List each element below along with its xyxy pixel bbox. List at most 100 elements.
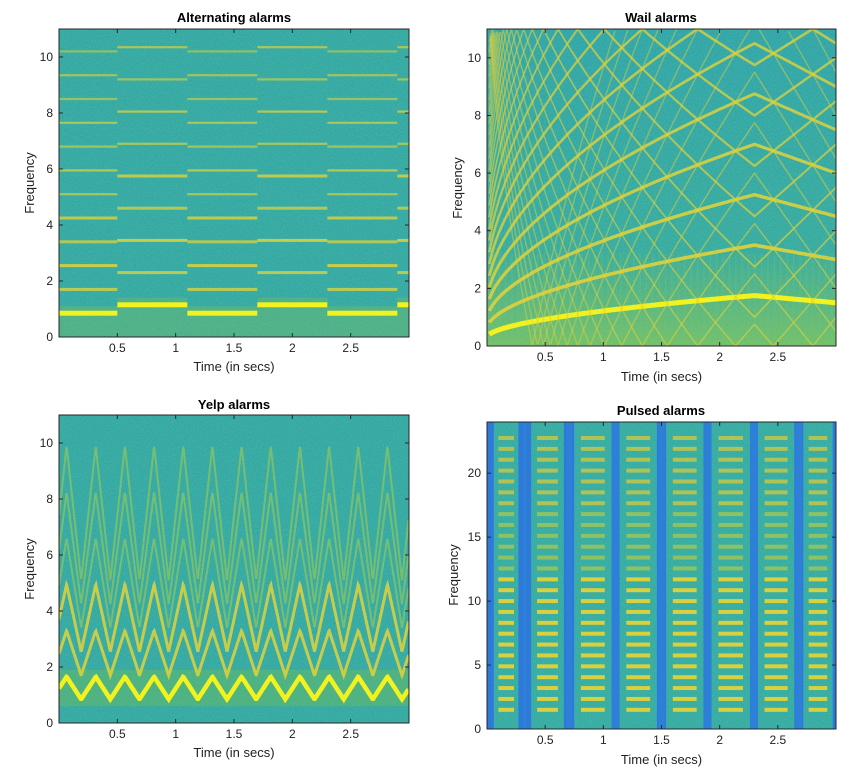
alternating-harmonic-band	[257, 206, 328, 210]
pulsed-harmonic-band	[808, 522, 828, 527]
alternating-harmonic-band	[257, 271, 328, 275]
pulsed-harmonic-band	[808, 468, 828, 473]
pulsed-harmonic-band	[672, 653, 697, 658]
pulsed-harmonic-band	[580, 631, 605, 636]
pulsed-harmonic-band	[764, 599, 788, 604]
pulsed-harmonic-band	[764, 675, 788, 680]
pulsed-harmonic-band	[498, 686, 515, 691]
alternating-xtick-label: 2	[289, 341, 296, 355]
pulsed-harmonic-band	[626, 620, 651, 625]
pulsed-harmonic-band	[498, 446, 515, 451]
alternating-harmonic-band	[117, 142, 188, 145]
wail-harmonic-curve	[488, 29, 836, 346]
wail-harmonic-curve	[488, 29, 629, 345]
alternating-harmonic-band	[117, 46, 188, 49]
pulsed-harmonic-band	[808, 512, 828, 517]
pulsed-harmonic-band	[498, 468, 515, 473]
pulsed-harmonic-band	[718, 577, 744, 582]
pulsed-harmonic-band	[580, 468, 605, 473]
pulsed-harmonic-band	[764, 435, 788, 440]
pulsed-harmonic-band	[626, 707, 651, 712]
alternating-ytick-label: 2	[46, 274, 53, 288]
pulsed-harmonic-band	[537, 588, 558, 593]
pulsed-harmonic-band	[580, 522, 605, 527]
pulsed-harmonic-band	[764, 468, 788, 473]
pulsed-harmonic-band	[808, 653, 828, 658]
pulsed-harmonic-band	[580, 696, 605, 701]
pulsed-harmonic-band	[764, 664, 788, 669]
pulsed-harmonic-band	[626, 686, 651, 691]
pulsed-harmonic-band	[626, 533, 651, 538]
alternating-harmonic-band	[187, 287, 258, 291]
pulsed-harmonic-band	[498, 664, 515, 669]
yelp-ytick-label: 8	[46, 492, 53, 506]
pulsed-harmonic-band	[580, 577, 605, 582]
wail-harmonics	[487, 29, 836, 346]
alternating-xlabel: Time (in secs)	[193, 359, 274, 374]
pulsed-harmonic-band	[580, 599, 605, 604]
pulsed-xtick-label: 1.5	[653, 733, 670, 747]
wail-ytick-label: 0	[474, 339, 481, 353]
pulsed-harmonic-band	[718, 468, 744, 473]
wail-harmonic-curve	[487, 92, 836, 288]
alternating-harmonic-band	[187, 169, 258, 172]
pulsed-harmonic-band	[537, 577, 558, 582]
pulsed-harmonic-band	[626, 522, 651, 527]
pulsed-harmonic-band	[808, 620, 828, 625]
alternating-harmonic-band	[59, 27, 117, 29]
wail-harmonic-curve	[488, 30, 616, 346]
pulsed-harmonic-band	[580, 588, 605, 593]
alternating-harmonic-band	[257, 78, 328, 81]
pulsed-pulses	[487, 422, 836, 729]
pulsed-ytick-label: 5	[474, 658, 481, 672]
pulsed-harmonic-band	[764, 620, 788, 625]
pulsed-harmonic-band	[808, 599, 828, 604]
alternating-harmonics	[59, 27, 409, 337]
alternating-harmonic-band	[397, 142, 409, 145]
wail-harmonic-curve	[488, 29, 836, 229]
pulsed-harmonic-band	[672, 664, 697, 669]
yelp-noise	[59, 415, 409, 723]
pulsed-harmonic-band	[580, 512, 605, 517]
pulsed-ytick-label: 20	[468, 466, 482, 480]
alternating-harmonic-band	[327, 50, 398, 53]
pulsed-harmonic-band	[764, 686, 788, 691]
pulsed-harmonic-band	[718, 501, 744, 506]
pulsed-harmonic-band	[672, 457, 697, 462]
pulsed-harmonic-band	[626, 490, 651, 495]
pulsed-harmonic-band	[808, 642, 828, 647]
pulsed-harmonic-band	[672, 435, 697, 440]
pulsed-harmonic-band	[537, 457, 558, 462]
pulsed-harmonic-band	[626, 555, 651, 560]
pulsed-ytick-label: 15	[468, 530, 482, 544]
pulsed-harmonic-band	[764, 588, 788, 593]
alternating-harmonic-band	[257, 302, 328, 308]
yelp-xtick-label: 2.5	[342, 727, 359, 741]
yelp-ytick-label: 6	[46, 548, 53, 562]
alternating-harmonic-band	[117, 302, 188, 308]
pulsed-harmonic-band	[764, 577, 788, 582]
alternating-harmonic-band	[187, 310, 258, 316]
pulsed-harmonic-band	[498, 512, 515, 517]
wail-harmonic-curve	[487, 142, 836, 300]
pulsed-xtick-label: 2.5	[769, 733, 786, 747]
wail-ytick-label: 2	[474, 281, 481, 295]
yelp-harmonic-curve	[59, 627, 409, 681]
pulsed-harmonic-band	[764, 501, 788, 506]
yelp-harmonic-curve	[59, 492, 409, 605]
yelp-harmonic-curve	[59, 538, 409, 628]
yelp-harmonic-curve	[59, 446, 409, 581]
pulsed-harmonic-band	[626, 468, 651, 473]
pulsed-harmonic-band	[718, 490, 744, 495]
pulsed-ytick-label: 0	[474, 722, 481, 736]
wail-harmonic-curve	[488, 29, 836, 265]
alternating-harmonic-band	[187, 121, 258, 124]
pulsed-harmonic-band	[672, 577, 697, 582]
pulsed-harmonic-band	[764, 512, 788, 517]
alternating-harmonic-band	[327, 310, 398, 316]
yelp-ytick-label: 4	[46, 604, 53, 618]
pulsed-harmonic-band	[626, 609, 651, 614]
alternating-harmonic-band	[59, 74, 118, 77]
alternating-harmonic-band	[117, 206, 188, 210]
